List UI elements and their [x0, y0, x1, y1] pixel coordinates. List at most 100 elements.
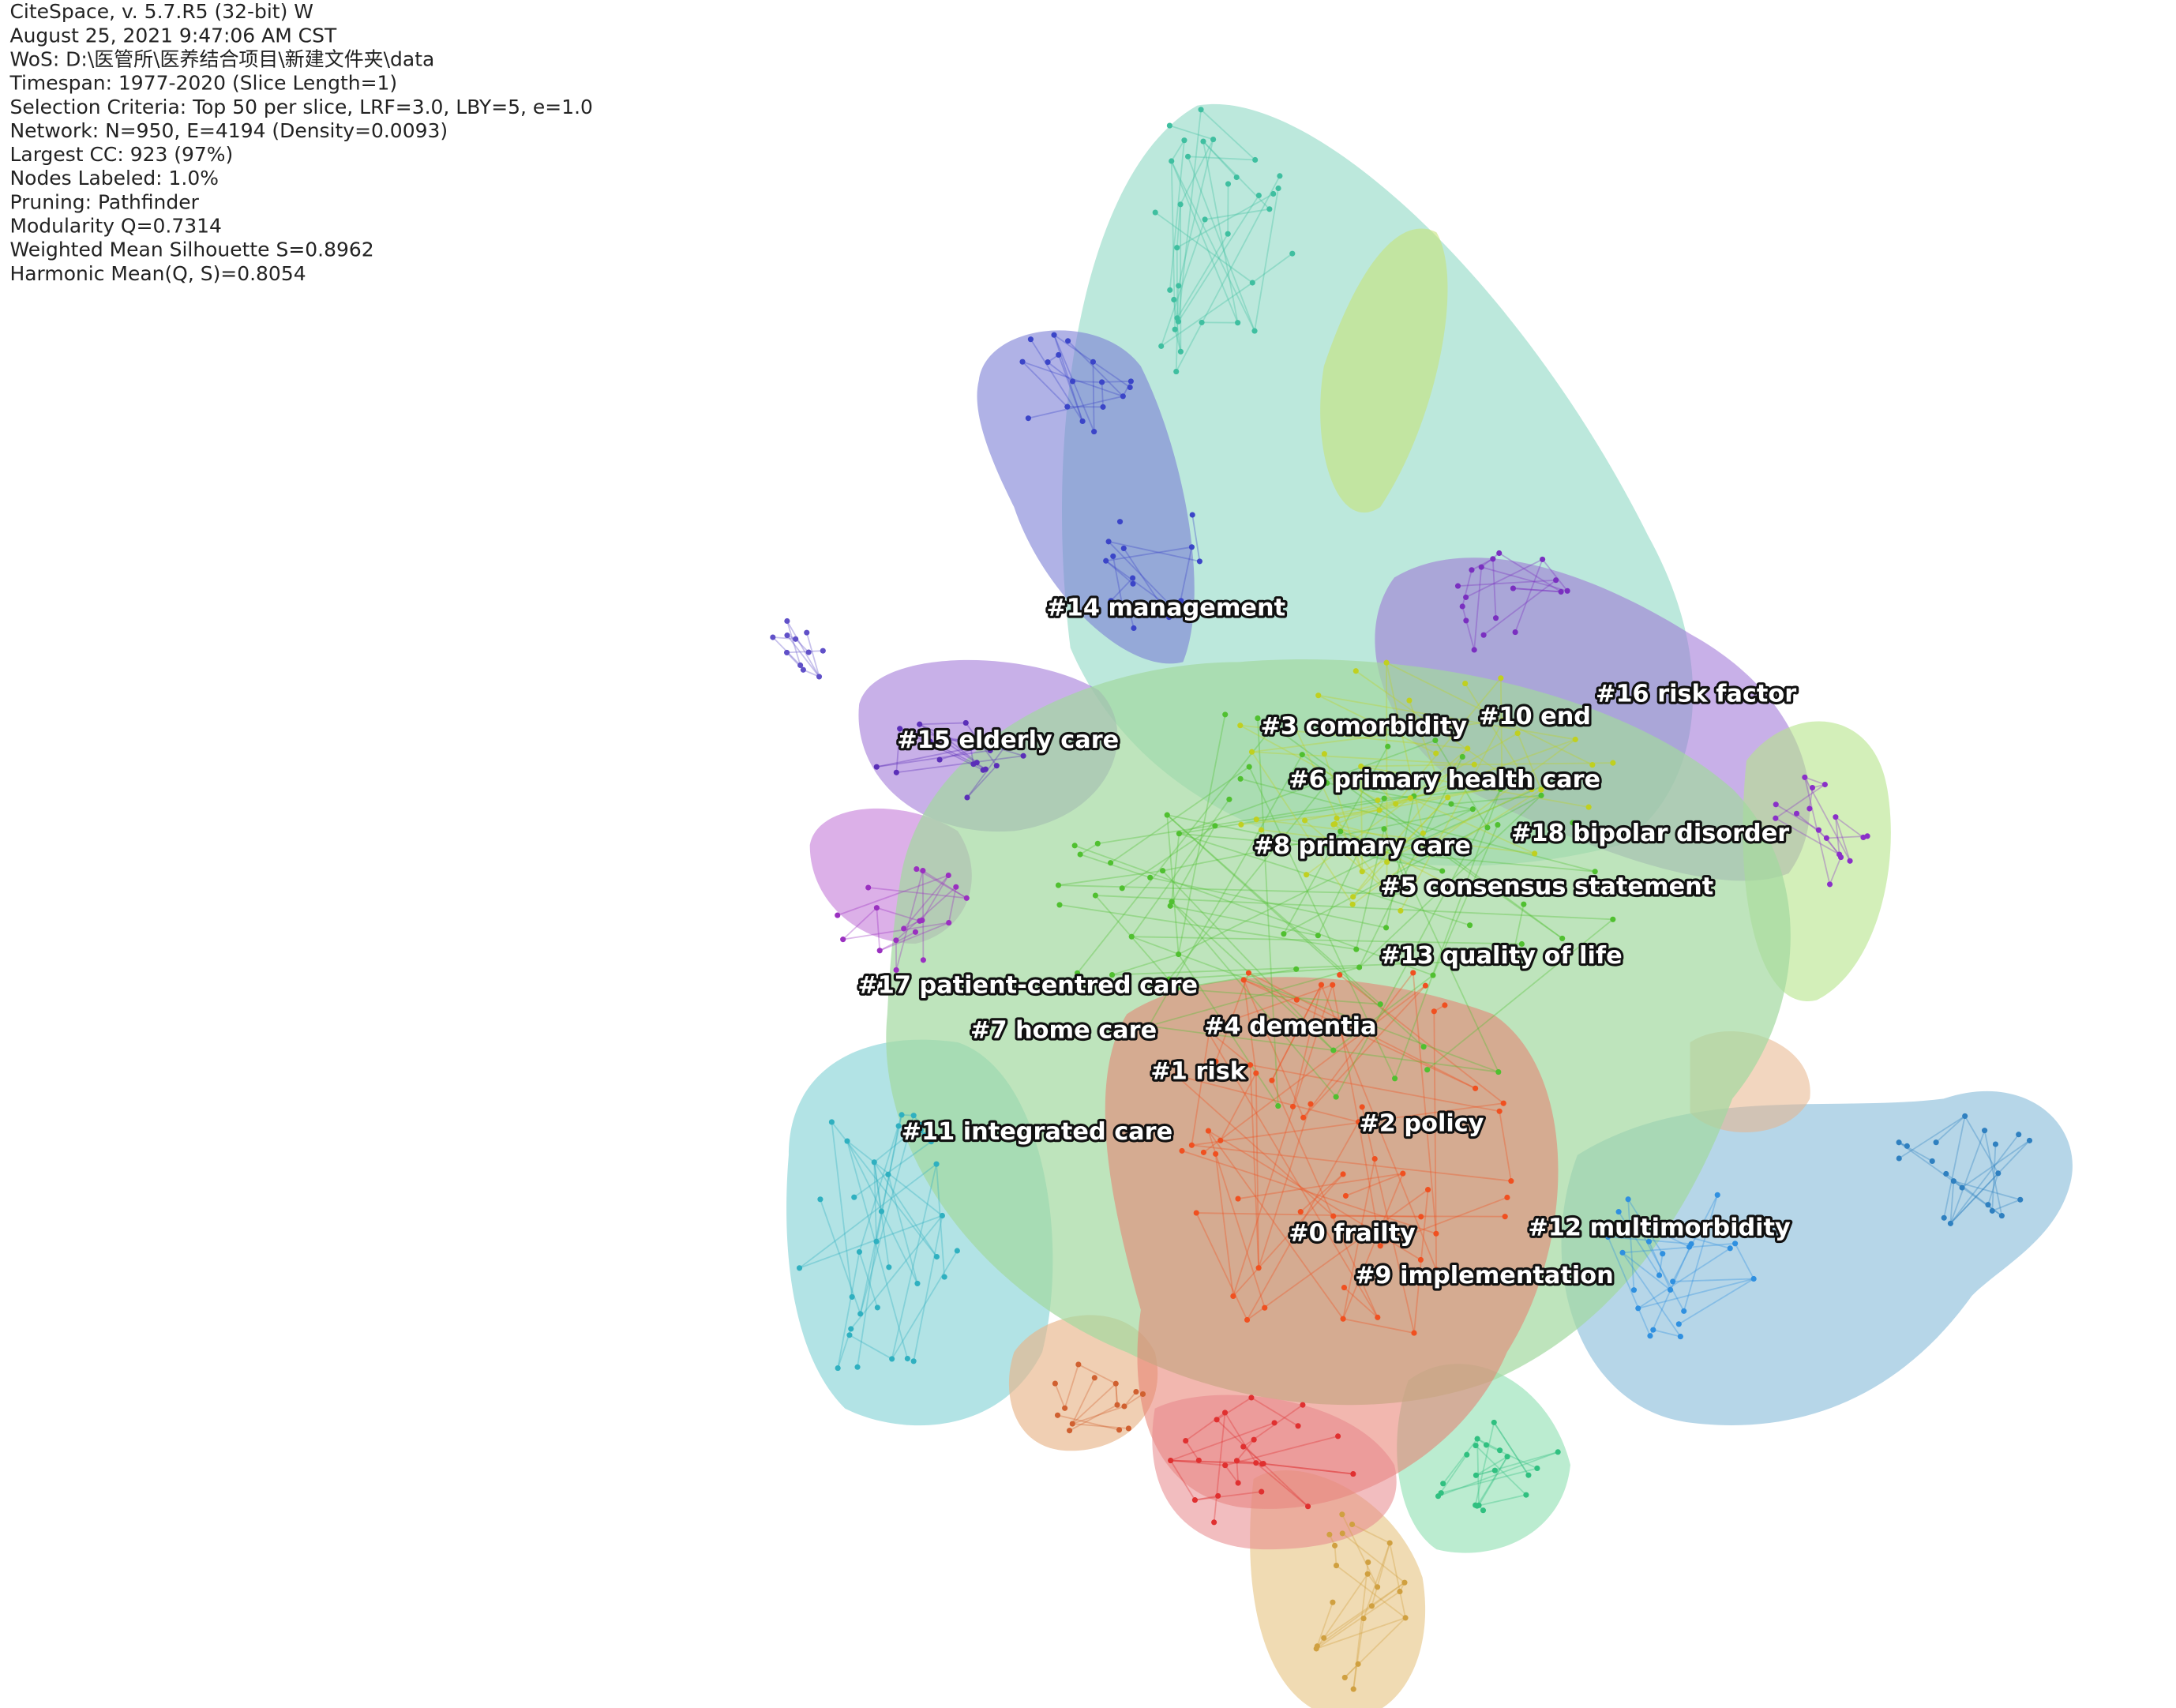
edge: [1344, 1617, 1406, 1679]
node: [1401, 1579, 1408, 1586]
edge: [876, 749, 991, 768]
node: [1100, 404, 1106, 410]
node: [1266, 206, 1273, 212]
edge: [1339, 974, 1504, 1104]
node: [865, 884, 872, 891]
edge: [1317, 798, 1386, 937]
node: [876, 948, 883, 954]
node: [1342, 1192, 1349, 1199]
edge: [1775, 804, 1819, 831]
node: [1337, 972, 1343, 978]
cluster-area: [1320, 228, 1448, 513]
node: [1275, 185, 1281, 192]
node: [1176, 283, 1182, 289]
node: [793, 636, 799, 642]
edge: [921, 870, 925, 960]
node: [871, 1159, 877, 1166]
edge: [1057, 1414, 1120, 1431]
node: [914, 866, 920, 873]
edge: [1064, 1364, 1079, 1409]
edge: [1047, 361, 1074, 382]
edge: [1162, 808, 1473, 872]
node: [1253, 1460, 1259, 1466]
cluster-area: [977, 330, 1195, 664]
edge: [1499, 552, 1562, 593]
node: [1383, 925, 1390, 931]
node: [1660, 1251, 1666, 1257]
edge: [1486, 1444, 1538, 1470]
edge: [1643, 1223, 1690, 1248]
edge: [1108, 541, 1200, 562]
node: [848, 1326, 854, 1332]
node: [1178, 598, 1184, 604]
edge: [1095, 895, 1613, 921]
node: [914, 1280, 921, 1287]
node: [1225, 181, 1232, 187]
node: [1125, 1425, 1131, 1432]
node: [1251, 328, 1258, 334]
node: [1462, 681, 1469, 687]
edge: [786, 621, 801, 666]
edge: [1461, 569, 1473, 607]
node: [2016, 1132, 2022, 1138]
edge: [1101, 381, 1104, 407]
edge: [1171, 901, 1337, 1098]
node: [1985, 1202, 1991, 1208]
edge: [1175, 1074, 1334, 1217]
node: [895, 1123, 902, 1129]
edge: [1638, 1278, 1754, 1309]
node: [1270, 190, 1277, 197]
node: [1253, 1070, 1259, 1076]
edge: [1371, 1542, 1391, 1607]
node: [1064, 404, 1071, 410]
node: [1199, 319, 1205, 325]
edge: [1389, 1542, 1406, 1619]
node: [1381, 826, 1387, 832]
edge: [1248, 766, 1396, 1079]
cluster-label: #13 quality of life: [1380, 942, 1623, 970]
edge: [938, 731, 977, 764]
node: [1407, 795, 1413, 801]
edge: [1121, 825, 1216, 889]
edges: [772, 109, 2031, 1690]
node: [1330, 1213, 1337, 1219]
edge: [1191, 514, 1201, 562]
cluster-labels: #14 management #15 elderly care #3 comorbi…: [855, 591, 1799, 1292]
node: [1195, 1457, 1202, 1463]
edge: [1247, 1188, 1429, 1321]
edge: [1361, 1106, 1415, 1334]
edge: [1204, 208, 1270, 220]
node: [1675, 1321, 1682, 1327]
node: [1075, 1361, 1082, 1368]
node: [1521, 901, 1527, 907]
edge: [837, 874, 949, 916]
node: [817, 1196, 824, 1203]
edge: [1170, 160, 1255, 332]
node: [1538, 786, 1544, 793]
edge: [1427, 918, 1614, 1071]
node: [941, 1274, 947, 1280]
node: [1625, 1196, 1631, 1203]
edge: [1170, 160, 1239, 324]
node: [1553, 577, 1559, 584]
node: [974, 760, 980, 766]
edge: [1336, 773, 1503, 820]
node: [1196, 558, 1203, 565]
node: [917, 721, 923, 727]
edge: [919, 723, 971, 749]
node: [1203, 1026, 1210, 1032]
node: [1950, 1178, 1957, 1184]
edge: [876, 907, 921, 922]
node: [1833, 814, 1839, 820]
edge: [1315, 1616, 1406, 1650]
edge: [1179, 795, 1414, 835]
edge: [1207, 1130, 1266, 1308]
edge: [873, 1162, 938, 1258]
edge: [1130, 606, 1170, 616]
edge: [1059, 904, 1356, 951]
edge: [1336, 786, 1501, 820]
node: [1062, 1405, 1068, 1411]
node: [1570, 820, 1576, 826]
cluster-area: [1105, 977, 1559, 1509]
cluster-label: #8 primary care: [1254, 832, 1471, 860]
